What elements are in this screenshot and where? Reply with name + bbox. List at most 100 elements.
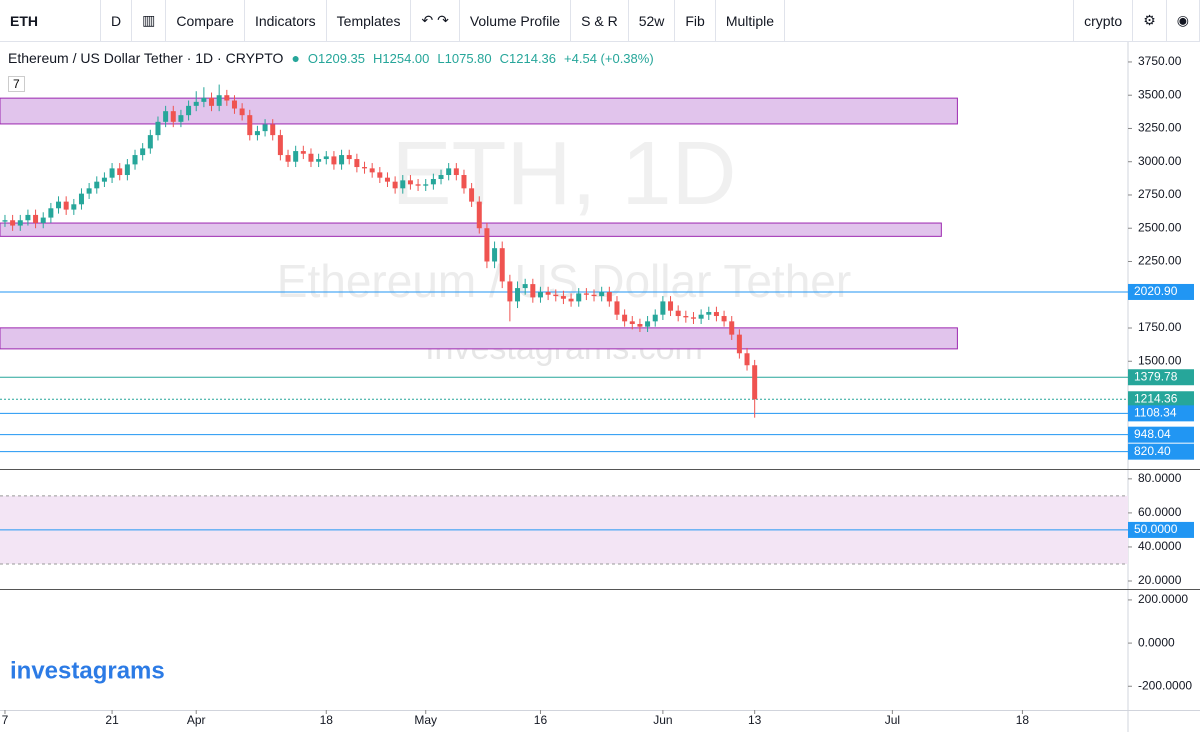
legend: Ethereum / US Dollar Tether · 1D · CRYPT… <box>8 50 654 66</box>
candle-body <box>744 353 750 366</box>
s-and-r[interactable]: S & R <box>571 0 629 41</box>
indicator-count[interactable]: 7 <box>8 76 25 92</box>
price-label-bg <box>1128 391 1194 408</box>
candle-body <box>637 324 643 327</box>
price-label: 1379.78 <box>1134 369 1178 383</box>
candle-body <box>599 292 605 297</box>
rsi-level-label: 50.0000 <box>1134 522 1178 536</box>
candle-body <box>170 111 176 122</box>
candle-body <box>698 314 704 319</box>
candle-body <box>499 248 505 282</box>
snapshot[interactable]: ◉ <box>1167 0 1200 41</box>
candle-body <box>407 180 413 185</box>
candle-body <box>71 204 77 210</box>
candle-body <box>553 294 559 297</box>
volume-profile[interactable]: Volume Profile <box>460 0 572 41</box>
candle-body <box>117 168 123 176</box>
multiple[interactable]: Multiple <box>716 0 786 41</box>
candle-body <box>645 321 651 327</box>
y-tick-label: 2500.00 <box>1138 220 1182 234</box>
y-tick-label: 3000.00 <box>1138 154 1182 168</box>
candle-body <box>614 301 620 315</box>
candle-body <box>10 220 16 226</box>
zone <box>0 327 958 350</box>
legend-close: C1214.36 <box>499 50 557 66</box>
fib[interactable]: Fib <box>675 0 716 41</box>
candle-body <box>239 108 245 116</box>
zone <box>0 222 942 237</box>
candle-body <box>583 293 589 295</box>
y-tick-label: 40.0000 <box>1138 539 1182 553</box>
candle-body <box>706 312 712 315</box>
price-label: 1108.34 <box>1134 406 1177 420</box>
candle-body <box>721 316 727 322</box>
candle-body <box>668 301 674 311</box>
candle-body <box>63 201 69 210</box>
compare[interactable]: Compare <box>166 0 245 41</box>
candle-body <box>576 293 582 302</box>
candle-body <box>384 177 390 182</box>
chart-style[interactable]: ▥ <box>132 0 167 41</box>
candle-body <box>377 172 383 178</box>
legend-open: O1209.35 <box>307 50 366 66</box>
price-label: 2020.90 <box>1134 284 1178 298</box>
candle-body <box>331 156 337 165</box>
legend-title: Ethereum / US Dollar Tether · 1D · CRYPT… <box>8 50 284 66</box>
candle-body <box>346 155 352 160</box>
logo: investagrams <box>10 657 165 684</box>
layout[interactable]: crypto <box>1073 0 1134 41</box>
candle-body <box>300 151 306 154</box>
candle-body <box>56 201 62 209</box>
templates[interactable]: Templates <box>327 0 412 41</box>
x-tick-label: 21 <box>105 713 119 727</box>
y-tick-label: 2750.00 <box>1138 187 1182 201</box>
candle-body <box>216 95 222 106</box>
candle-body <box>285 155 291 162</box>
price-label: 1214.36 <box>1134 391 1178 405</box>
candle-body <box>446 168 452 176</box>
candle-body <box>17 220 23 226</box>
price-label-bg <box>1128 369 1194 386</box>
price-label-bg <box>1128 405 1194 422</box>
y-tick-label: 3250.00 <box>1138 121 1182 135</box>
candle-body <box>155 121 161 136</box>
candle-body <box>94 181 100 189</box>
candle-body <box>201 97 207 102</box>
candle-body <box>178 115 184 122</box>
y-tick-label: 80.0000 <box>1138 471 1182 485</box>
rsi-level-bg <box>1128 521 1194 538</box>
settings[interactable]: ⚙ <box>1133 0 1167 41</box>
x-tick-label: Jun <box>653 713 672 727</box>
candle-body <box>270 124 276 136</box>
price-label: 820.40 <box>1134 444 1171 458</box>
candle-body <box>430 179 436 185</box>
indicators[interactable]: Indicators <box>245 0 327 41</box>
symbol[interactable]: ETH <box>0 0 101 41</box>
watermark-name: Ethereum / US Dollar Tether <box>277 255 851 307</box>
candle-body <box>522 284 528 289</box>
status-dot: ● <box>291 50 300 66</box>
candle-body <box>308 153 314 162</box>
candle-body <box>231 100 237 109</box>
candle-body <box>729 321 735 335</box>
candle-body <box>224 95 230 101</box>
candle-body <box>262 124 268 132</box>
candle-body <box>339 155 345 165</box>
candle-body <box>461 175 467 189</box>
candle-body <box>560 296 566 299</box>
candle-body <box>25 214 31 221</box>
candle-body <box>492 248 498 262</box>
candle-body <box>247 115 253 136</box>
candle-body <box>101 177 107 182</box>
legend-low: L1075.80 <box>437 50 492 66</box>
candle-body <box>675 310 681 317</box>
y-tick-label: 60.0000 <box>1138 505 1182 519</box>
x-tick-label: 7 <box>2 713 9 727</box>
candle-body <box>392 181 398 189</box>
undo-redo[interactable]: ↶ ↷ <box>411 0 460 41</box>
52w[interactable]: 52w <box>629 0 676 41</box>
y-tick-label: 3500.00 <box>1138 87 1182 101</box>
interval[interactable]: D <box>101 0 133 41</box>
legend-change: +4.54 (+0.38%) <box>564 50 654 66</box>
